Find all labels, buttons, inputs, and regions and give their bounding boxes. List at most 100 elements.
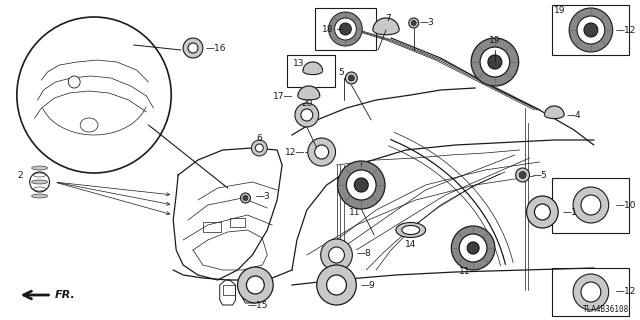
Text: 18: 18 [322, 25, 333, 34]
Text: —4: —4 [566, 110, 580, 119]
Circle shape [573, 274, 609, 310]
Circle shape [328, 12, 362, 46]
Text: 5: 5 [339, 68, 344, 76]
Ellipse shape [80, 118, 98, 132]
Circle shape [451, 226, 495, 270]
Circle shape [467, 242, 479, 254]
Text: 14: 14 [405, 239, 417, 249]
Circle shape [573, 187, 609, 223]
Text: 19: 19 [489, 36, 500, 44]
Ellipse shape [396, 222, 426, 237]
Text: —12: —12 [616, 287, 636, 297]
Circle shape [516, 168, 529, 182]
Circle shape [519, 172, 526, 179]
Circle shape [346, 170, 376, 200]
Ellipse shape [303, 68, 323, 75]
Circle shape [348, 75, 355, 81]
Circle shape [527, 196, 558, 228]
Bar [230, 218, 246, 227]
FancyBboxPatch shape [552, 178, 630, 233]
FancyBboxPatch shape [287, 55, 335, 87]
Circle shape [188, 43, 198, 53]
Circle shape [581, 282, 601, 302]
Ellipse shape [34, 187, 45, 191]
FancyBboxPatch shape [552, 268, 630, 316]
Bar [223, 285, 235, 295]
Text: FR.: FR. [54, 290, 75, 300]
FancyBboxPatch shape [315, 8, 376, 50]
Circle shape [17, 17, 172, 173]
Text: 11: 11 [349, 207, 360, 217]
Text: TLA4B36108: TLA4B36108 [583, 305, 630, 314]
Circle shape [295, 103, 319, 127]
Circle shape [308, 138, 335, 166]
Circle shape [68, 76, 80, 88]
Text: —10: —10 [616, 201, 636, 210]
Text: —15: —15 [247, 300, 268, 309]
Ellipse shape [545, 111, 564, 119]
Text: —3: —3 [255, 191, 270, 201]
Circle shape [243, 196, 248, 201]
Circle shape [321, 239, 353, 271]
Text: —5: —5 [532, 171, 547, 180]
Circle shape [412, 20, 416, 26]
Circle shape [246, 276, 264, 294]
Text: —9: —9 [360, 281, 375, 290]
Circle shape [584, 23, 598, 37]
Circle shape [317, 265, 356, 305]
Bar [246, 283, 257, 293]
Text: —3: —3 [420, 18, 435, 27]
Text: 7: 7 [385, 13, 391, 22]
Circle shape [534, 204, 550, 220]
Text: 20: 20 [301, 99, 312, 108]
Circle shape [237, 267, 273, 303]
Polygon shape [298, 86, 320, 96]
Circle shape [460, 234, 487, 262]
Ellipse shape [402, 226, 420, 235]
Circle shape [569, 8, 612, 52]
Text: 19: 19 [554, 5, 566, 14]
Bar [54, 68, 76, 82]
Text: —1: —1 [562, 207, 577, 217]
Circle shape [480, 47, 509, 77]
Text: 2: 2 [18, 171, 24, 180]
Circle shape [346, 72, 357, 84]
Circle shape [409, 18, 419, 28]
Circle shape [577, 16, 605, 44]
Circle shape [581, 195, 601, 215]
Circle shape [326, 275, 346, 295]
Bar [54, 92, 68, 114]
Circle shape [301, 109, 313, 121]
Circle shape [315, 145, 328, 159]
Ellipse shape [31, 180, 47, 184]
Circle shape [328, 247, 344, 263]
Text: —12: —12 [616, 26, 636, 35]
Text: 12—: 12— [284, 148, 305, 156]
Text: 17—: 17— [273, 92, 293, 100]
Text: —16: —16 [206, 44, 227, 52]
Ellipse shape [298, 92, 320, 100]
Bar [203, 222, 221, 232]
Ellipse shape [31, 166, 47, 170]
Ellipse shape [31, 194, 47, 198]
Circle shape [252, 140, 268, 156]
Circle shape [488, 55, 502, 69]
Ellipse shape [373, 25, 399, 35]
Circle shape [241, 193, 250, 203]
Text: 6: 6 [257, 133, 262, 142]
Ellipse shape [34, 173, 45, 177]
Text: 13: 13 [293, 59, 305, 68]
Polygon shape [303, 62, 323, 71]
Polygon shape [373, 18, 399, 30]
Circle shape [337, 161, 385, 209]
Circle shape [183, 38, 203, 58]
Circle shape [339, 23, 351, 35]
Circle shape [355, 178, 368, 192]
Polygon shape [545, 106, 564, 115]
Text: 11: 11 [460, 268, 471, 276]
Circle shape [471, 38, 518, 86]
Circle shape [255, 144, 263, 152]
Circle shape [335, 18, 356, 40]
Text: —8: —8 [356, 250, 371, 259]
FancyBboxPatch shape [552, 5, 630, 55]
